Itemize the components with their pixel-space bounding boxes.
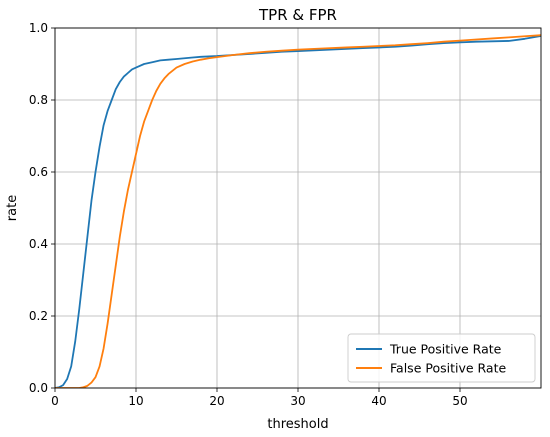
legend: True Positive Rate False Positive Rate [347,333,536,383]
y-tick-label: 0.2 [29,309,48,323]
y-tick-label: 0.0 [29,381,48,395]
y-tick-label: 0.8 [29,93,48,107]
x-tick-label: 50 [452,394,467,408]
y-tick-label: 1.0 [29,21,48,35]
y-tick-label: 0.6 [29,165,48,179]
legend-label: False Positive Rate [390,361,506,376]
legend-box [347,333,536,383]
x-tick-label: 30 [290,394,305,408]
x-tick-label: 40 [371,394,386,408]
series-layer [55,34,541,388]
legend-label: True Positive Rate [389,342,502,357]
chart-title: TPR & FPR [258,6,337,24]
series-line-tpr [55,35,541,388]
y-tick-label: 0.4 [29,237,48,251]
x-tick-label: 0 [51,394,59,408]
x-axis-title: threshold [267,417,328,432]
series-line-fpr [55,34,541,388]
x-tick-label: 20 [209,394,224,408]
x-tick-label: 10 [128,394,143,408]
ticks-layer: 0 10 20 30 40 50 0.0 0.2 0.4 0.6 0.8 1.0 [29,21,468,408]
y-axis-title: rate [5,195,20,221]
